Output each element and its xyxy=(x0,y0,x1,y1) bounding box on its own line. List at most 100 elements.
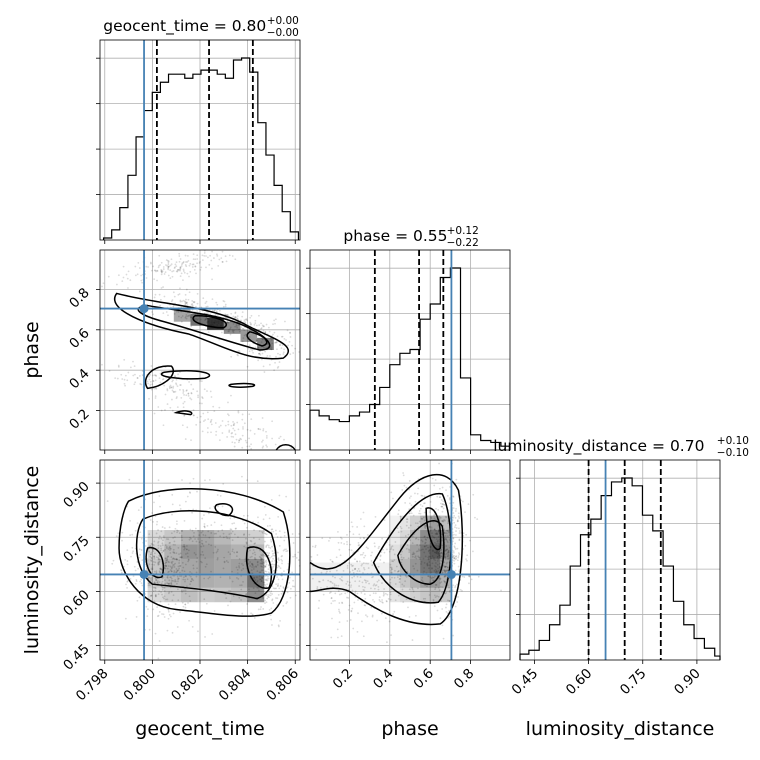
sample-point xyxy=(165,538,168,540)
sample-point xyxy=(159,505,161,508)
sample-point xyxy=(183,548,186,551)
sample-point xyxy=(171,562,173,565)
sample-point xyxy=(134,569,137,572)
sample-point xyxy=(283,337,286,340)
sample-point xyxy=(272,530,275,533)
sample-point xyxy=(227,423,230,426)
sample-point xyxy=(179,611,181,614)
sample-point xyxy=(273,563,276,566)
sample-point xyxy=(243,545,246,548)
sample-point xyxy=(177,565,180,568)
sample-point xyxy=(159,304,162,307)
sample-point xyxy=(218,309,221,312)
sample-point xyxy=(150,560,153,562)
sample-point xyxy=(265,559,268,562)
contour-line xyxy=(228,382,256,388)
sample-point xyxy=(204,419,207,421)
sample-point xyxy=(242,580,244,583)
sample-point xyxy=(338,593,341,596)
sample-point xyxy=(116,377,119,380)
sample-point xyxy=(266,445,268,448)
sample-point xyxy=(254,553,257,556)
sample-point xyxy=(247,558,250,561)
sample-point xyxy=(180,396,183,399)
sample-point xyxy=(238,328,241,331)
sample-point xyxy=(193,531,195,534)
sample-point xyxy=(404,502,407,504)
sample-point xyxy=(195,423,198,426)
sample-point xyxy=(286,568,289,571)
sample-point xyxy=(259,556,262,559)
sample-point xyxy=(158,581,161,583)
sample-point xyxy=(237,354,239,357)
sample-point xyxy=(271,567,274,569)
sample-point xyxy=(185,389,188,392)
sample-point xyxy=(454,510,457,512)
sample-point xyxy=(264,578,267,581)
sample-point xyxy=(225,535,228,538)
sample-point xyxy=(297,551,300,554)
sample-point xyxy=(217,530,220,533)
sample-point xyxy=(470,578,473,581)
sample-point xyxy=(279,619,281,622)
sample-point xyxy=(131,533,134,536)
sample-point xyxy=(170,576,173,579)
sample-point xyxy=(317,607,320,610)
sample-point xyxy=(175,261,178,264)
sample-point xyxy=(205,300,208,303)
sample-point xyxy=(173,536,176,539)
density-cell xyxy=(440,530,451,545)
sample-point xyxy=(147,576,150,579)
sample-point xyxy=(383,551,386,554)
sample-point xyxy=(273,552,276,555)
sample-point xyxy=(145,568,148,571)
sample-point xyxy=(246,445,249,448)
sample-point xyxy=(277,365,280,368)
sample-point xyxy=(220,257,223,260)
sample-point xyxy=(191,299,194,302)
sample-point xyxy=(129,577,132,580)
sample-point xyxy=(228,589,230,592)
sample-point xyxy=(213,257,215,259)
x-axis-label: geocent_time xyxy=(135,718,264,740)
hist-panel-luminosity_distance: luminosity_distance = 0.70 +0.10−0.10 xyxy=(493,435,749,661)
sample-point xyxy=(248,437,251,440)
sample-point xyxy=(242,327,245,330)
sample-point xyxy=(162,550,165,553)
density-cell xyxy=(180,530,198,545)
sample-point xyxy=(258,324,261,327)
sample-point xyxy=(349,619,352,621)
sample-point xyxy=(281,555,284,557)
sample-point xyxy=(136,273,139,276)
sample-point xyxy=(166,559,169,562)
sample-point xyxy=(177,577,180,580)
sample-point xyxy=(172,536,175,539)
sample-point xyxy=(148,628,151,631)
x-tick-label: 0.798 xyxy=(73,666,112,705)
sample-point xyxy=(141,370,144,372)
sample-point xyxy=(151,567,154,570)
sample-point xyxy=(153,374,156,377)
sample-point xyxy=(408,502,411,505)
sample-point xyxy=(208,536,211,539)
sample-point xyxy=(233,551,236,554)
sample-point xyxy=(215,310,218,313)
sample-point xyxy=(379,559,382,561)
sample-point xyxy=(177,311,180,314)
sample-point xyxy=(166,264,169,267)
title-median: 0.55 xyxy=(413,227,448,245)
sample-point xyxy=(155,579,157,582)
sample-point xyxy=(229,326,232,329)
sample-point xyxy=(248,350,251,353)
sample-point xyxy=(192,477,195,480)
sample-point xyxy=(134,265,137,268)
sample-point xyxy=(232,323,235,325)
sample-point xyxy=(248,533,251,536)
sample-point xyxy=(154,593,157,596)
sample-point xyxy=(409,512,411,515)
sample-point xyxy=(223,561,226,564)
sample-point xyxy=(408,480,411,482)
sample-point xyxy=(242,519,244,522)
sample-point xyxy=(263,561,266,564)
sample-point xyxy=(127,580,129,582)
